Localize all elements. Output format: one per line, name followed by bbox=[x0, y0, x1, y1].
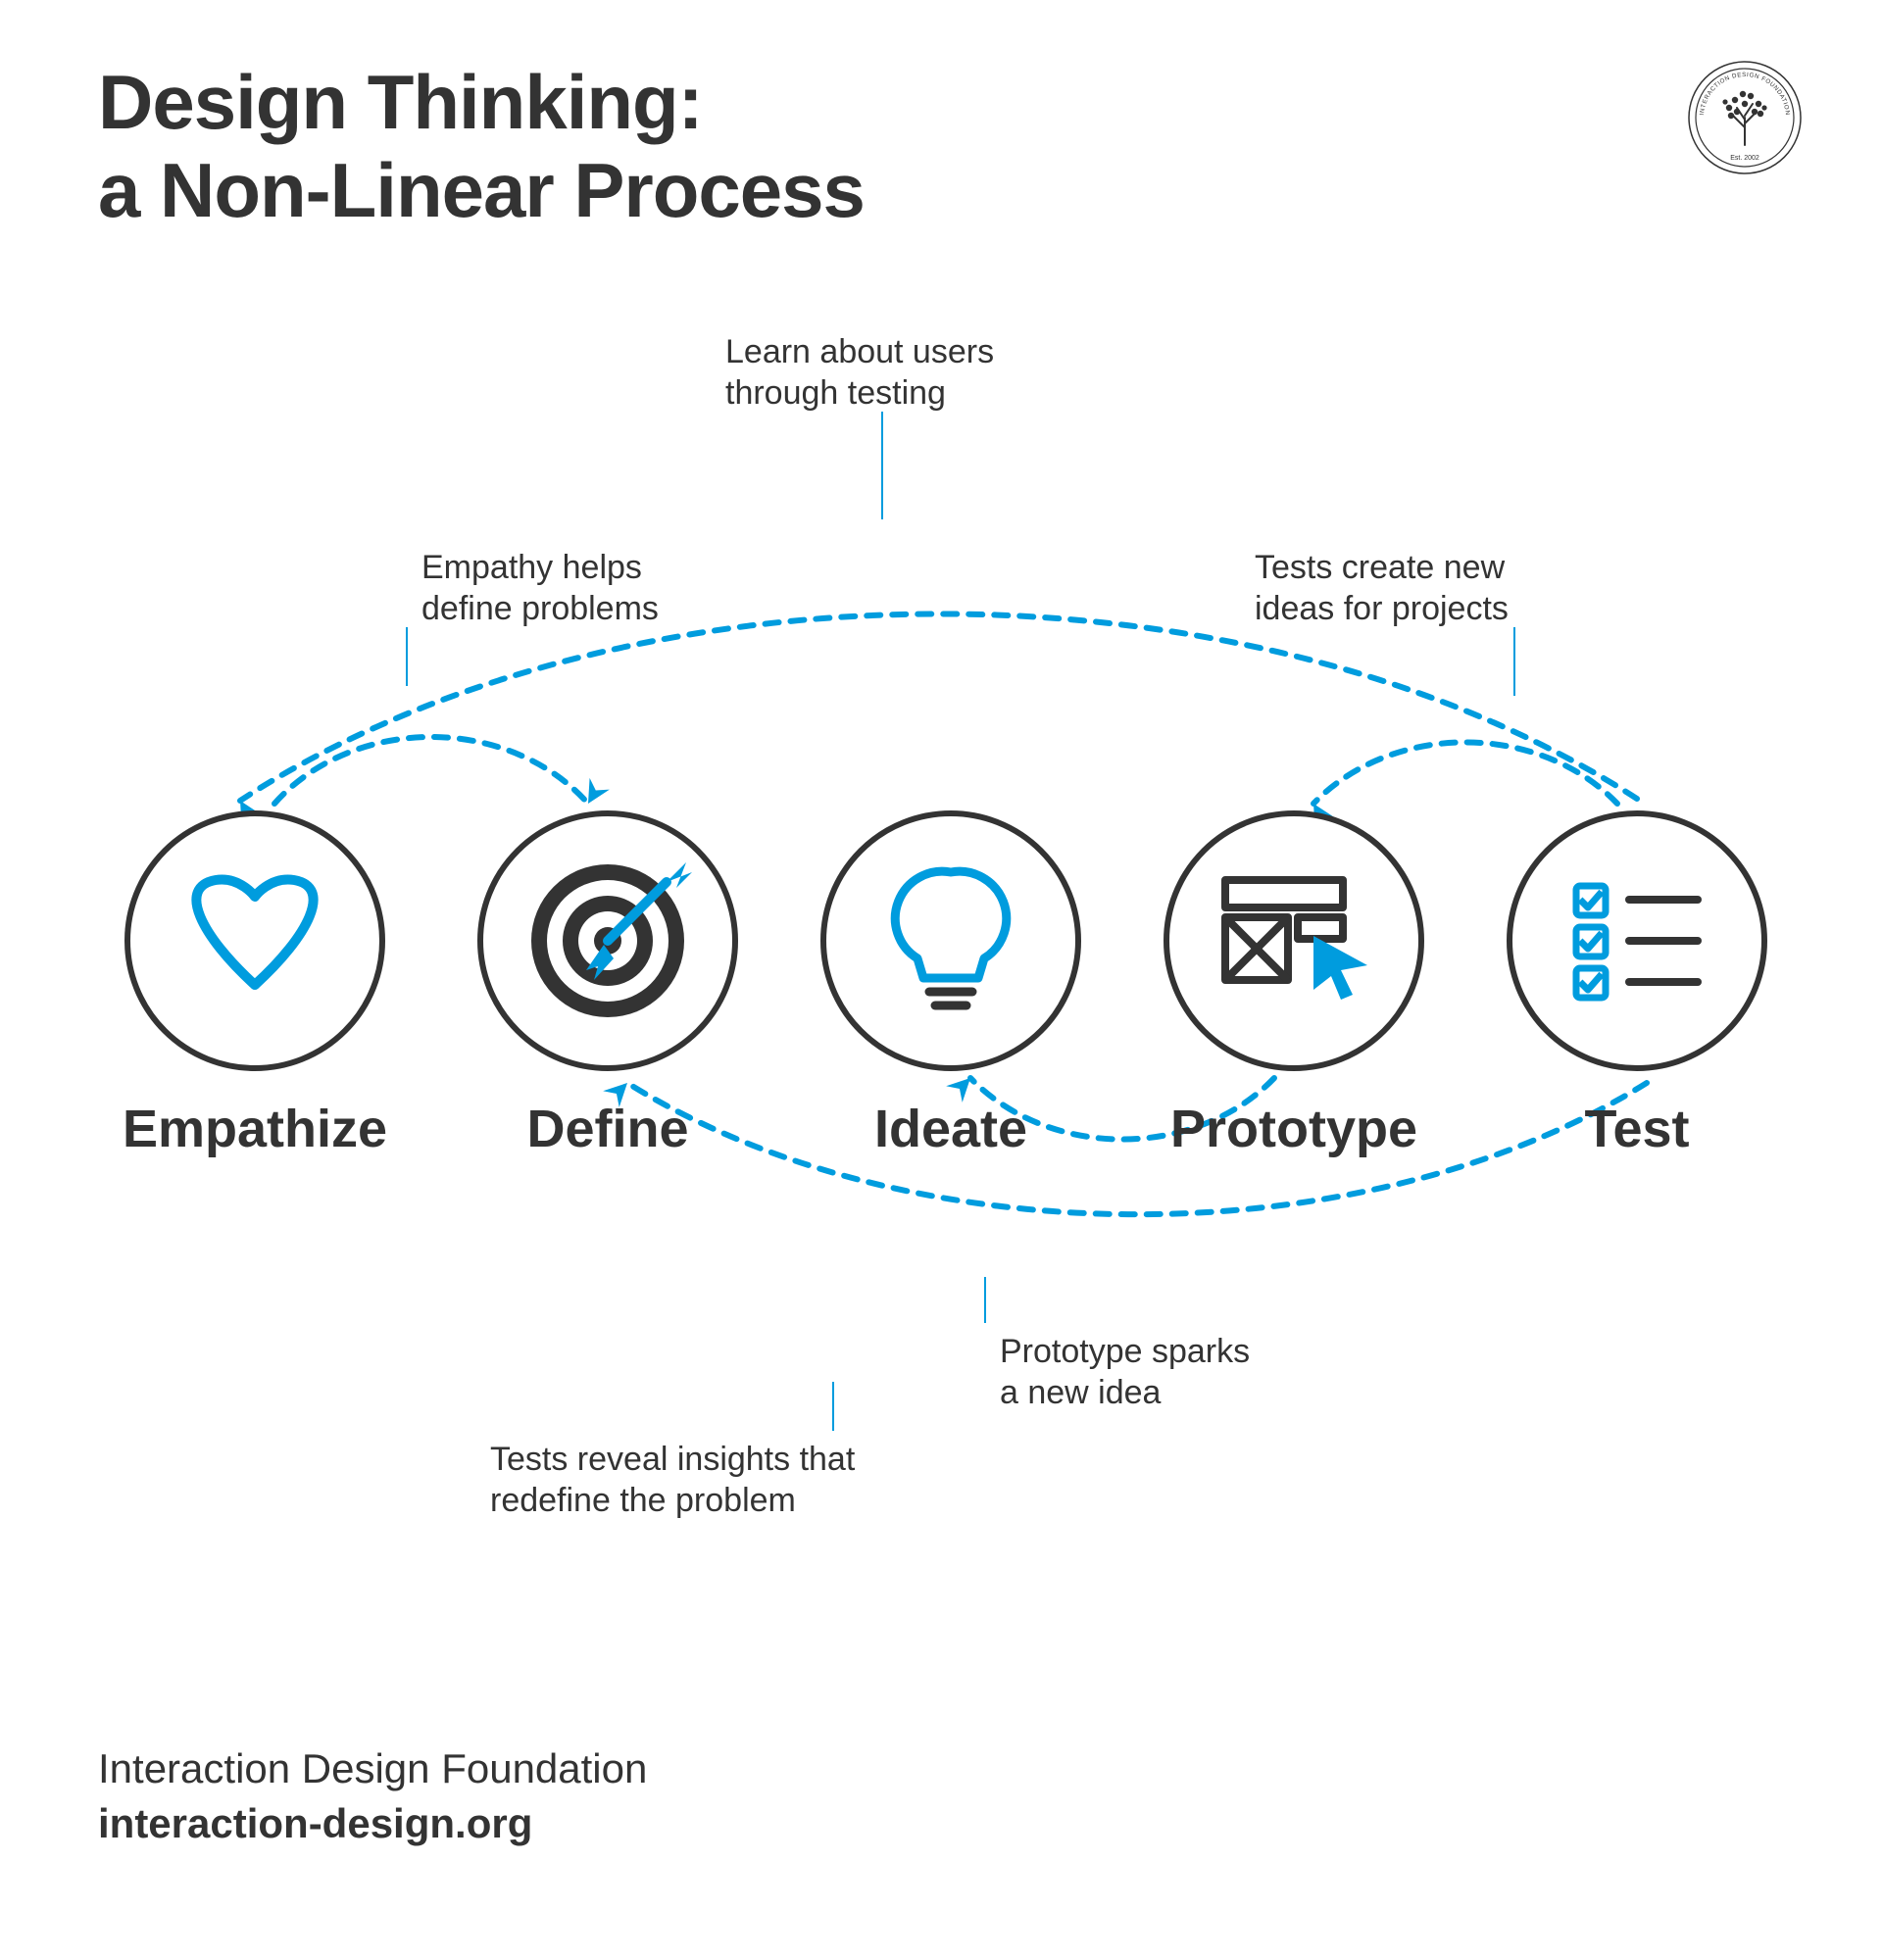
stage-label-test: Test bbox=[1584, 1100, 1689, 1158]
arc-label: Empathy helps bbox=[421, 549, 642, 586]
stage-empathize bbox=[127, 813, 382, 1068]
arc-label: a new idea bbox=[1000, 1374, 1162, 1411]
logo-bottom-text: Est. 2002 bbox=[1730, 155, 1759, 162]
arc-label: Tests create new bbox=[1255, 549, 1506, 586]
arc-label: redefine the problem bbox=[490, 1482, 796, 1519]
arc-label: ideas for projects bbox=[1255, 590, 1509, 627]
page-title: Design Thinking: a Non-Linear Process bbox=[98, 59, 865, 234]
arc-label: Tests reveal insights that bbox=[490, 1441, 856, 1478]
arc-label: through testing bbox=[725, 374, 946, 412]
stage-label-prototype: Prototype bbox=[1170, 1100, 1417, 1158]
footer-org: Interaction Design Foundation bbox=[98, 1741, 647, 1797]
footer: Interaction Design Foundation interactio… bbox=[98, 1741, 647, 1852]
stage-label-ideate: Ideate bbox=[874, 1100, 1027, 1158]
checklist-icon bbox=[1576, 886, 1698, 998]
arc-label: Prototype sparks bbox=[1000, 1333, 1250, 1370]
title-line2: a Non-Linear Process bbox=[98, 147, 865, 233]
arc-tests-ideas: Tests create new ideas for projects bbox=[1255, 549, 1617, 829]
process-diagram: Learn about users through testing Empathy … bbox=[0, 314, 1882, 1637]
stage-ideate bbox=[823, 813, 1078, 1068]
stage-define bbox=[480, 813, 735, 1068]
idf-logo: INTERACTION DESIGN FOUNDATION Est. 2002 bbox=[1686, 59, 1804, 176]
stage-label-empathize: Empathize bbox=[123, 1100, 387, 1158]
arc-label: define problems bbox=[421, 590, 659, 627]
arc-label: Learn about users bbox=[725, 333, 994, 370]
page: Design Thinking: a Non-Linear Process IN… bbox=[0, 0, 1882, 1960]
footer-url: interaction-design.org bbox=[98, 1796, 647, 1852]
title-line1: Design Thinking: bbox=[98, 59, 703, 145]
stage-label-define: Define bbox=[526, 1100, 688, 1158]
stage-prototype bbox=[1166, 813, 1421, 1068]
arc-empathy-define: Empathy helps define problems bbox=[274, 549, 659, 809]
stage-test bbox=[1510, 813, 1764, 1068]
